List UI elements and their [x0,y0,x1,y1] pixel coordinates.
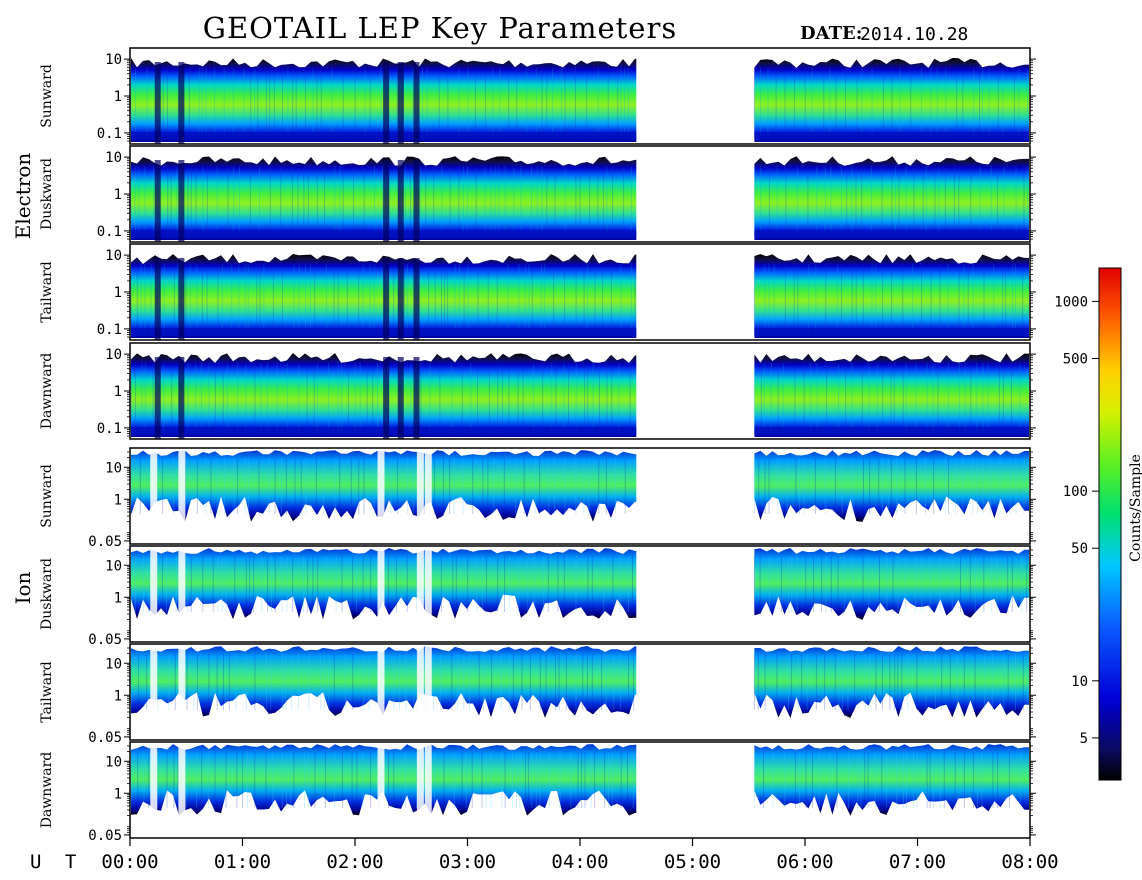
panel-electron-tailward: 10 1 0.1 Tailward [39,243,1036,341]
colorbar [1098,267,1122,781]
spectrogram-band [753,548,1029,620]
direction-label: Dawnward [39,353,55,430]
colorbar-label: Counts/Sample [1128,454,1142,562]
x-tick-label: 08:00 [1001,851,1058,873]
panel-electron-sunward: 10 1 0.1 Sunward [39,47,1036,145]
direction-label: Sunward [39,464,55,528]
panel-frame [129,545,1031,643]
colorbar-tick-label: 100 [1063,484,1088,500]
y-tick-label: 0.05 [88,534,122,550]
y-tick-label: 0.05 [88,730,122,746]
y-tick-label: 10 [105,150,122,166]
y-tick-label: 1 [114,688,122,704]
colorbar-tick-label: 1000 [1054,294,1088,310]
x-axis-ticks: 00:00 01:00 02:00 03:00 04:00 05:00 06:00 07:00… [101,838,1059,873]
y-tick-label: 1 [114,492,122,508]
y-tick-label: 1 [114,786,122,802]
direction-label: Duskward [39,158,55,230]
spectrogram-band [753,254,1029,338]
panel-ion-tailward: 10 1 0.05 Tailward [39,643,1036,746]
panel-ion-dawnward: 10 1 0.05 Dawnward [39,741,1036,844]
y-tick-label: 10 [105,248,122,264]
y-tick-label: 10 [105,347,122,363]
x-tick-label: 05:00 [664,851,721,873]
x-tick-label: 04:00 [551,851,608,873]
spectrogram-band [753,744,1029,816]
y-tick-label: 0.1 [97,421,122,437]
y-tick-label: 1 [114,590,122,606]
panel-ion-duskward: 10 1 0.05 Duskward [39,545,1036,648]
x-tick-label: 07:00 [889,851,946,873]
spectrogram-band [753,646,1029,718]
colorbar-tick-label: 50 [1071,541,1088,557]
group-label-electron: Electron [11,153,35,240]
panel-frame [129,643,1031,741]
x-tick-label: 00:00 [101,851,158,873]
x-tick-label: 02:00 [326,851,383,873]
y-tick-label: 1 [114,89,122,105]
x-tick-label: 01:00 [214,851,271,873]
y-tick-label: 1 [114,384,122,400]
chart-title: GEOTAIL LEP Key Parameters [203,11,677,45]
colorbar-tick-label: 10 [1071,674,1088,690]
direction-label: Tailward [39,261,55,323]
x-tick-label: 06:00 [776,851,833,873]
colorbar-ticks: 5 10 50 100 500 1000 [1054,294,1099,747]
panel-frame [129,447,1031,545]
panels: 10 1 0.1 Sunward 10 1 0.1 Duskward 10 1 0.1 Tailwar… [39,47,1036,844]
direction-label: Tailward [39,661,55,723]
x-axis-label: U T [30,851,82,873]
y-tick-label: 0.05 [88,828,122,844]
spectrogram-band [753,450,1029,522]
y-tick-label: 1 [114,187,122,203]
colorbar-tick-label: 5 [1080,731,1088,747]
panel-electron-duskward: 10 1 0.1 Duskward [39,145,1036,243]
date-value: 2014.10.28 [860,24,968,45]
colorbar-tick-label: 500 [1063,352,1088,368]
y-tick-label: 10 [105,656,122,672]
y-tick-label: 0.1 [97,224,122,240]
y-tick-label: 0.05 [88,632,122,648]
panel-ion-sunward: 10 1 0.05 Sunward [39,447,1036,550]
y-tick-label: 10 [105,460,122,476]
group-label-ion: Ion [11,571,35,604]
direction-label: Dawnward [39,752,55,829]
y-tick-label: 1 [114,285,122,301]
y-tick-label: 10 [105,754,122,770]
y-tick-label: 10 [105,52,122,68]
y-tick-label: 0.1 [97,322,122,338]
spectrogram-band [753,58,1029,142]
x-tick-label: 03:00 [439,851,496,873]
date-label: DATE: [800,23,862,44]
y-tick-label: 10 [105,558,122,574]
spectrogram-band [753,353,1029,437]
direction-label: Sunward [39,64,55,128]
panel-electron-dawnward: 10 1 0.1 Dawnward [39,342,1036,440]
y-tick-label: 0.1 [97,126,122,142]
spectrogram-band [753,156,1029,240]
direction-label: Duskward [39,558,55,630]
